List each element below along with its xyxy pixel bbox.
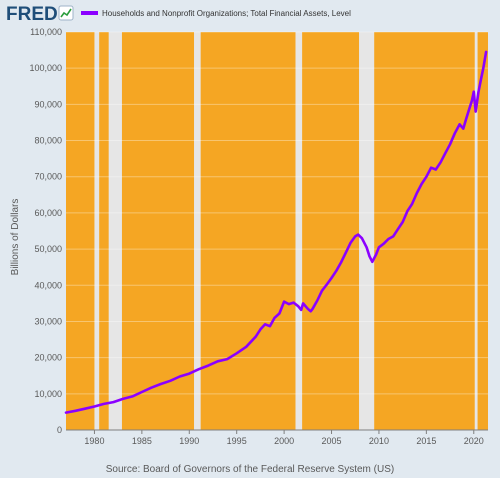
series-layer — [64, 50, 488, 414]
x-tick-label: 2020 — [464, 436, 484, 446]
y-tick-label: 100,000 — [29, 63, 62, 73]
series-line — [64, 50, 488, 414]
x-tick-label: 1980 — [84, 436, 104, 446]
y-tick-label: 70,000 — [34, 172, 62, 182]
chart-trend-icon — [58, 5, 74, 21]
x-tick-label: 2005 — [322, 436, 342, 446]
x-tick-label: 2015 — [416, 436, 436, 446]
y-tick-label: 50,000 — [34, 244, 62, 254]
x-tick-label: 1990 — [179, 436, 199, 446]
recession-band — [194, 32, 201, 430]
recession-band — [295, 32, 303, 430]
recession-bands — [94, 32, 478, 430]
gridlines — [66, 31, 488, 431]
x-tick-label: 2010 — [369, 436, 389, 446]
y-tick-label: 30,000 — [34, 316, 62, 326]
y-tick-label: 110,000 — [30, 27, 62, 37]
recession-band — [359, 32, 375, 430]
y-axis-title: Billions of Dollars — [10, 199, 21, 276]
x-tick-label: 1985 — [132, 436, 152, 446]
y-tick-label: 90,000 — [34, 99, 62, 109]
y-tick-label: 80,000 — [34, 136, 62, 146]
fred-logo[interactable]: FRED — [6, 4, 74, 25]
x-tick-label: 1995 — [227, 436, 247, 446]
legend-label: Households and Nonprofit Organizations; … — [102, 9, 351, 18]
recession-band — [108, 32, 122, 430]
y-tick-label: 10,000 — [34, 389, 62, 399]
recession-band — [94, 32, 100, 430]
y-tick-label: 0 — [57, 425, 62, 435]
source-note: Source: Board of Governors of the Federa… — [106, 464, 394, 475]
y-tick-label: 20,000 — [34, 353, 62, 363]
legend: Households and Nonprofit Organizations; … — [81, 9, 351, 18]
y-tick-label: 40,000 — [34, 280, 62, 290]
y-tick-label: 60,000 — [34, 208, 62, 218]
fred-logo-text: FRED — [6, 4, 58, 25]
x-axis: 1980 1985 1990 1995 2000 2005 2010 2015 2020 — [66, 429, 488, 446]
x-tick-label: 2000 — [274, 436, 294, 446]
y-axis: 0 10,000 20,000 30,000 40,000 50,000 60,000 70,… — [29, 27, 62, 435]
recession-band — [474, 32, 478, 430]
plot-area — [66, 32, 488, 430]
